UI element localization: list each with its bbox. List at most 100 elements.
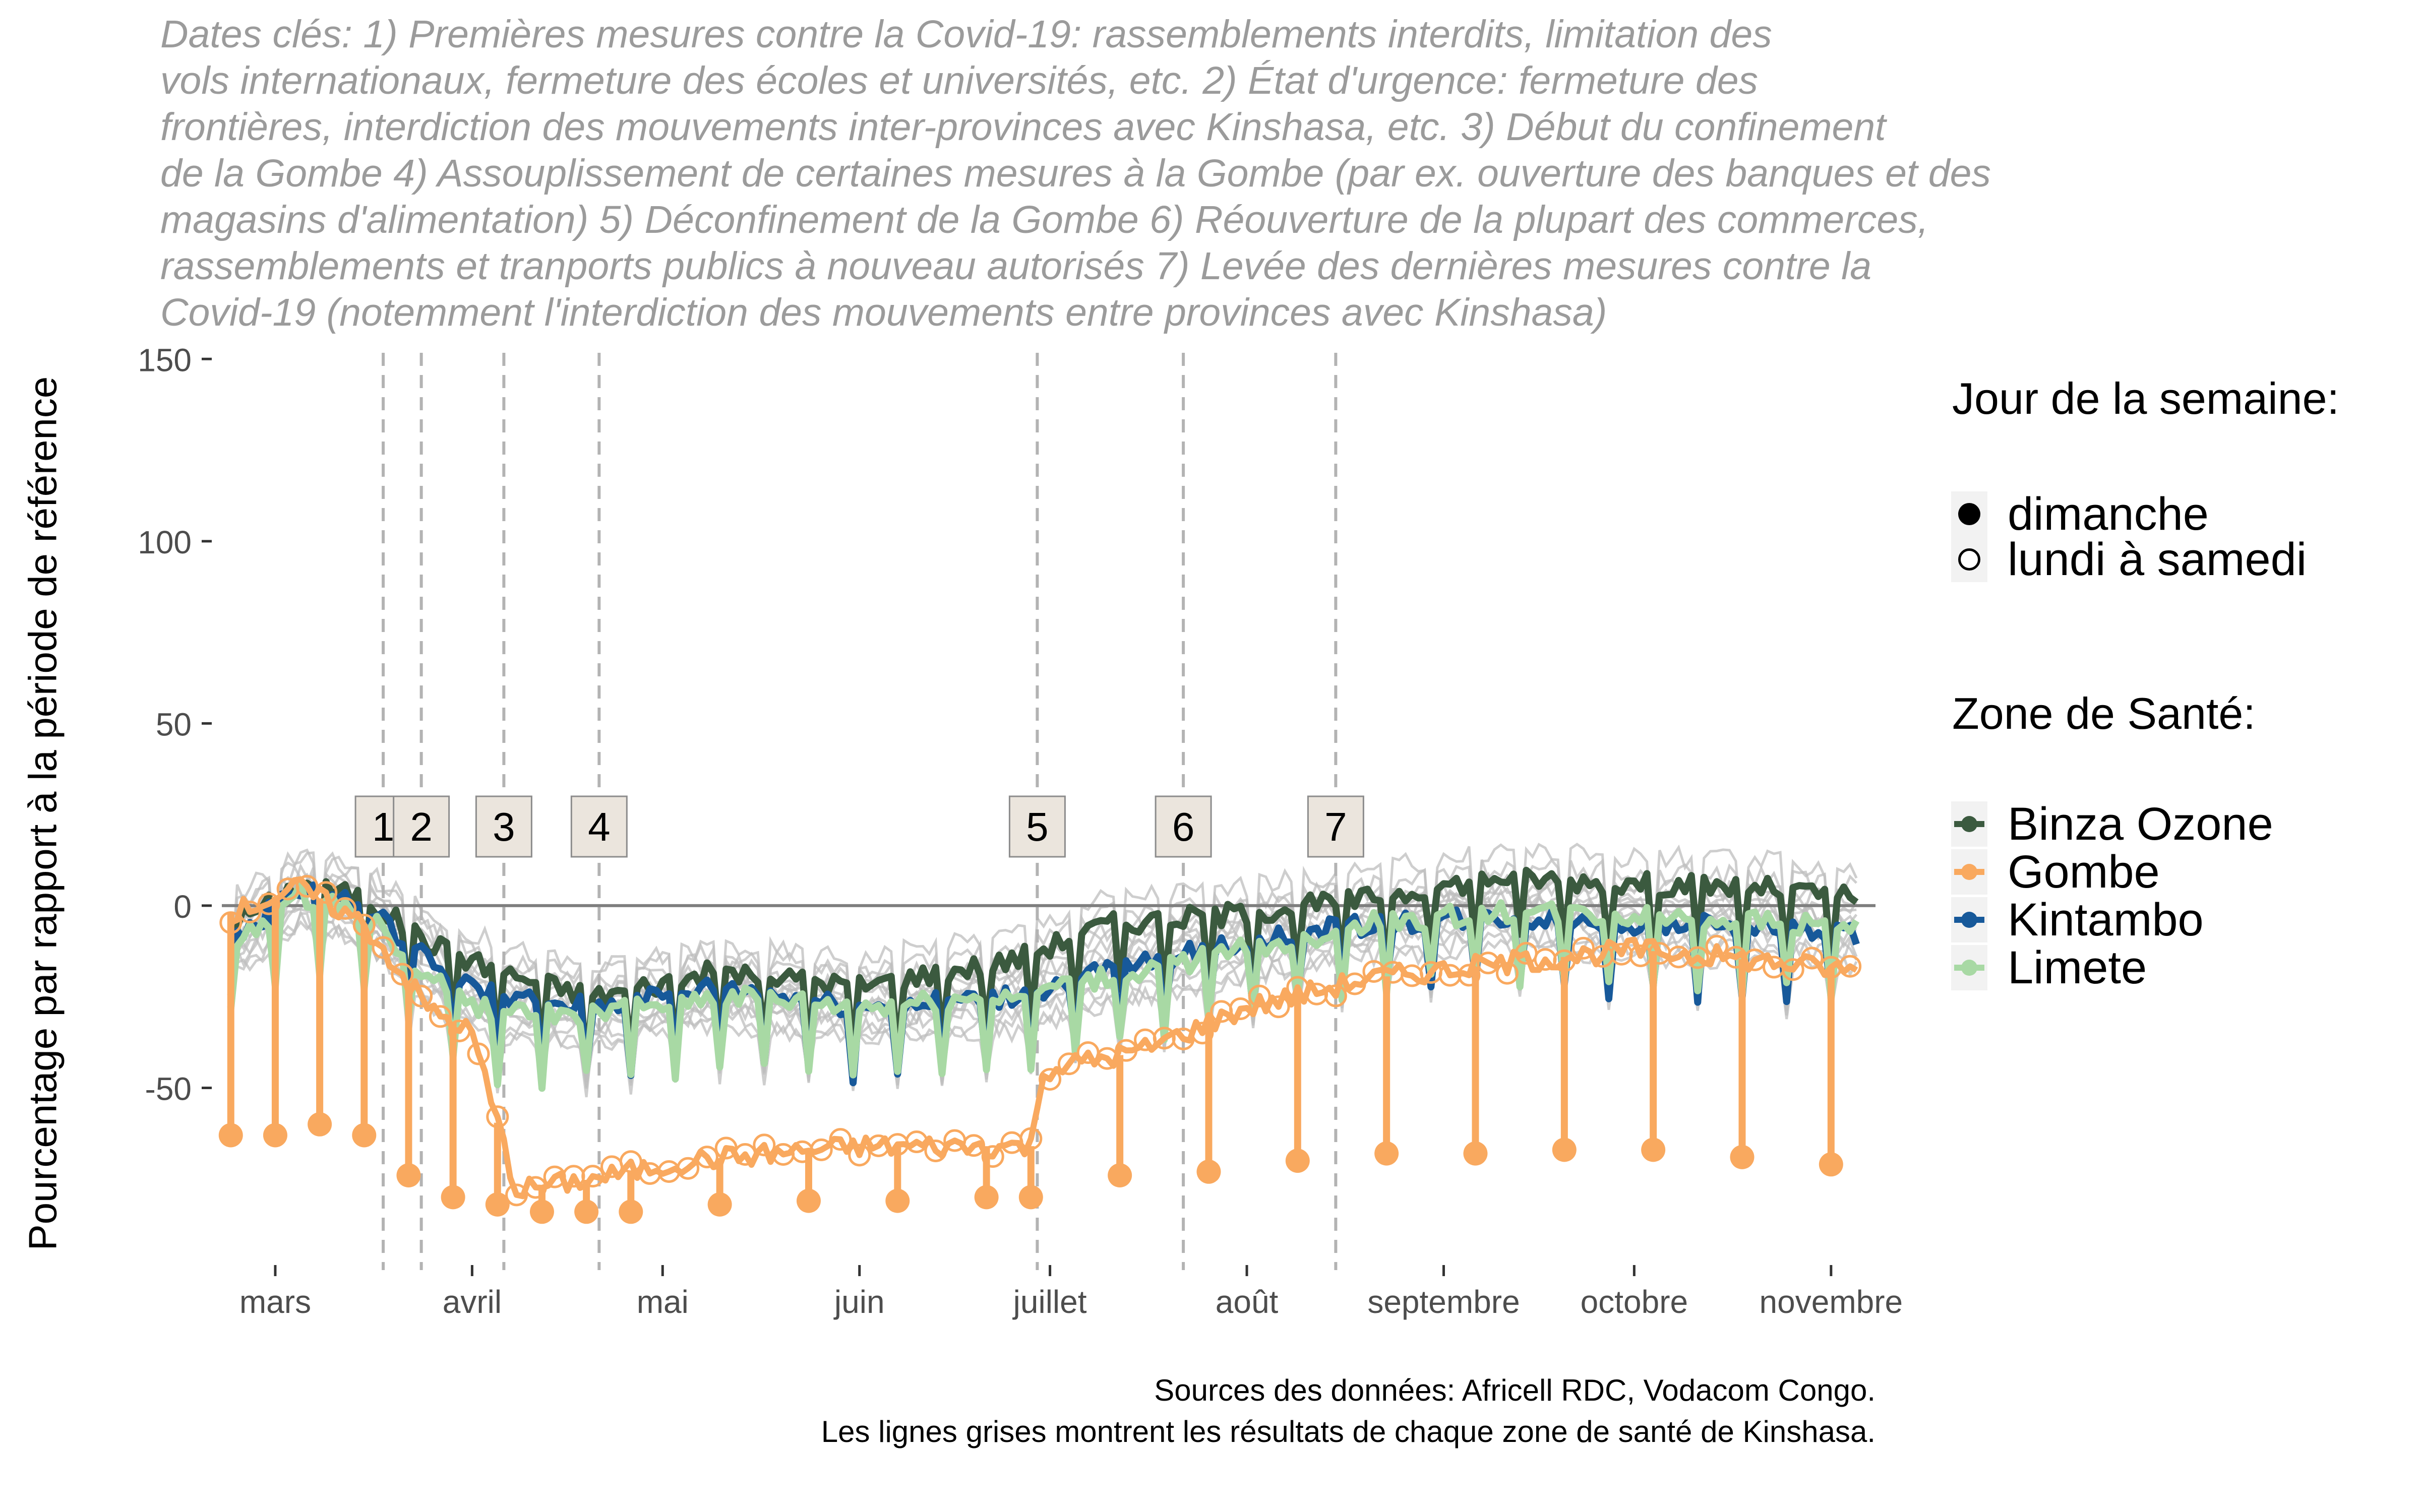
weekday-point — [1839, 955, 1862, 978]
series-line — [229, 876, 1858, 1200]
y-tick-label: 150 — [138, 342, 192, 378]
legend-item-gombe[interactable]: Gombe — [1951, 846, 2160, 898]
key-date-label: 6 — [1172, 804, 1195, 849]
sunday-point — [529, 1200, 554, 1224]
weekday-point — [505, 1183, 528, 1207]
weekday-point — [467, 1042, 490, 1065]
weekday-point — [1039, 1067, 1062, 1091]
legend-item-binza-ozone[interactable]: Binza Ozone — [1951, 798, 2273, 850]
sunday-point — [1641, 1138, 1666, 1162]
weekday-point — [753, 1133, 776, 1157]
weekday-point — [1267, 995, 1290, 1019]
subtitle-line: Covid-19 (notemment l'interdiction des m… — [160, 291, 1607, 334]
sunday-point — [485, 1192, 510, 1217]
sunday-point — [308, 1112, 332, 1137]
weekday-point — [677, 1157, 700, 1180]
weekday-point — [619, 1150, 642, 1173]
sunday-point — [619, 1200, 643, 1224]
y-tick-label: 50 — [156, 706, 192, 742]
weekday-point — [924, 1140, 947, 1163]
key-date-label: 5 — [1026, 804, 1049, 849]
subtitle-line: frontières, interdiction des mouvements … — [160, 105, 1886, 149]
key-date-box — [1155, 795, 1212, 858]
weekday-point — [1229, 997, 1252, 1020]
legend-item-dimanche[interactable]: dimanche — [1951, 488, 2209, 540]
sunday-point — [885, 1188, 910, 1213]
weekday-point — [1743, 949, 1767, 972]
weekday-point — [962, 1134, 985, 1157]
weekday-point — [1324, 984, 1347, 1007]
series-points — [218, 874, 1862, 1224]
key-date-box — [1307, 795, 1364, 858]
weekday-point — [1800, 947, 1824, 970]
chart-caption: Sources des données: Africell RDC, Vodac… — [821, 1370, 1876, 1453]
weekday-point — [1553, 949, 1576, 972]
sunday-point — [974, 1185, 999, 1210]
weekday-point — [1057, 1052, 1080, 1076]
weekday-point — [1191, 1022, 1214, 1045]
weekday-point — [810, 1138, 833, 1161]
weekday-point — [391, 963, 414, 986]
weekday-point — [905, 1130, 928, 1154]
weekday-point — [1705, 934, 1728, 958]
weekday-point — [334, 897, 357, 920]
legend-item-limete[interactable]: Limete — [1951, 942, 2147, 993]
x-tick-label: mai — [637, 1284, 689, 1320]
filled-circle-icon — [1951, 491, 1987, 537]
weekday-point — [1572, 936, 1595, 960]
subtitle-line: rassemblements et tranports publics à no… — [160, 244, 1872, 288]
x-tick-label: mars — [239, 1284, 311, 1320]
key-date-box — [475, 795, 532, 858]
weekday-point — [410, 984, 433, 1007]
sunday-point — [441, 1185, 465, 1210]
key-date-box — [1008, 795, 1066, 858]
sunday-point — [396, 1163, 421, 1187]
weekday-point — [1477, 952, 1500, 975]
subtitle-line: magasins d'alimentation) 5) Déconfinemen… — [160, 198, 1929, 241]
sunday-point — [796, 1188, 821, 1213]
sunday-point — [1552, 1138, 1577, 1162]
weekday-point — [1495, 962, 1519, 985]
weekday-point — [448, 1020, 471, 1043]
x-tick-label: octobre — [1581, 1284, 1688, 1320]
subtitle-line: de la Gombe 4) Assouplissement de certai… — [160, 152, 1991, 195]
weekday-point — [981, 1145, 1004, 1168]
caption-line: Les lignes grises montrent les résultats… — [821, 1415, 1876, 1448]
chart-subtitle: Dates clés: 1) Premières mesures contre … — [160, 11, 2227, 336]
weekday-point — [429, 1005, 452, 1028]
key-date-label: 7 — [1324, 804, 1347, 849]
sunday-point — [574, 1200, 599, 1224]
weekday-point — [219, 911, 243, 934]
sunday-point — [1196, 1159, 1221, 1184]
legend-zone-title: Zone de Santé: — [1952, 688, 2256, 738]
key-date-label: 3 — [493, 804, 515, 849]
series-lines — [227, 866, 1860, 1212]
sunday-point — [218, 1123, 243, 1148]
weekday-point — [1686, 946, 1709, 969]
weekday-point — [1115, 1039, 1138, 1062]
series-line — [227, 880, 1860, 1092]
line-swatch-icon — [1951, 945, 1987, 990]
weekday-point — [581, 1165, 604, 1188]
x-tick-label: avril — [443, 1284, 502, 1320]
weekday-point — [352, 914, 376, 937]
weekday-point — [372, 936, 395, 959]
key-date-box — [393, 795, 450, 858]
weekday-point — [1096, 1047, 1119, 1070]
line-swatch-icon — [1951, 801, 1987, 847]
weekday-point — [1781, 958, 1804, 981]
axes: 150 100 50 0 -50 mars avril mai juin juillet août s… — [138, 342, 1903, 1320]
legend-item-kintambo[interactable]: Kintambo — [1951, 894, 2204, 946]
weekday-point — [257, 892, 280, 915]
sunday-point — [1374, 1141, 1399, 1166]
sunday-point — [1463, 1141, 1488, 1166]
y-tick-label: 100 — [138, 524, 192, 560]
legend-item-lundi-samedi[interactable]: lundi à samedi — [1951, 534, 2307, 585]
line-swatch-icon — [1951, 897, 1987, 942]
x-tick-label: novembre — [1760, 1284, 1903, 1320]
sunday-point — [1819, 1152, 1843, 1177]
x-tick-label: septembre — [1367, 1284, 1520, 1320]
key-date-label: 2 — [410, 804, 433, 849]
